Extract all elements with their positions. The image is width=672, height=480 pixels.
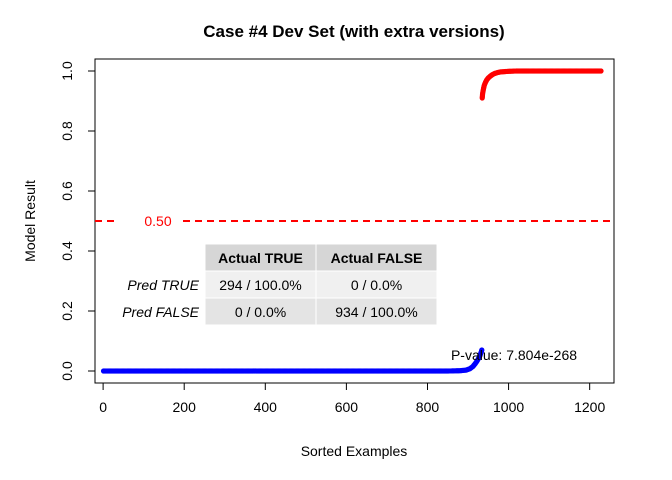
table-cell-value: 0 / 0.0% xyxy=(351,277,402,293)
series-1 xyxy=(479,68,604,101)
series-0 xyxy=(100,347,485,374)
table-row-label: Pred FALSE xyxy=(122,304,199,320)
table-cell-value: 934 / 100.0% xyxy=(335,304,418,320)
table-cell xyxy=(315,297,438,326)
table-cell xyxy=(204,297,317,326)
table-col-header: Actual FALSE xyxy=(331,250,423,266)
x-tick-label: 800 xyxy=(416,399,440,415)
table-cell-value: 294 / 100.0% xyxy=(219,277,302,293)
table-cell-value: 0 / 0.0% xyxy=(235,304,286,320)
x-tick-label: 1000 xyxy=(493,399,524,415)
x-tick-label: 200 xyxy=(173,399,197,415)
y-tick-label: 0.8 xyxy=(59,121,75,141)
x-tick-label: 400 xyxy=(254,399,278,415)
y-tick-label: 1.0 xyxy=(59,61,75,81)
x-axis-label: Sorted Examples xyxy=(301,443,408,459)
data-point xyxy=(598,68,604,74)
y-tick-label: 0.0 xyxy=(59,361,75,381)
table-header-cell xyxy=(315,243,438,272)
x-tick-label: 600 xyxy=(335,399,359,415)
threshold-label: 0.50 xyxy=(144,213,171,229)
table-header-cell xyxy=(204,243,317,272)
y-axis-label: Model Result xyxy=(22,180,38,262)
confusion-table: Actual TRUE Actual FALSE Pred TRUE 294 / 10… xyxy=(122,243,438,326)
scatter-points xyxy=(100,68,604,374)
y-axis: 0.0 0.2 0.4 0.6 0.8 1.0 xyxy=(59,61,95,381)
p-value-annotation: P-value: 7.804e-268 xyxy=(451,347,577,363)
x-tick-label: 0 xyxy=(99,399,107,415)
y-tick-label: 0.4 xyxy=(59,241,75,261)
table-row-label: Pred TRUE xyxy=(127,277,199,293)
threshold-line-group: 0.50 xyxy=(95,213,614,229)
data-point xyxy=(479,347,485,353)
x-tick-label: 1200 xyxy=(574,399,605,415)
chart-title: Case #4 Dev Set (with extra versions) xyxy=(203,22,504,41)
x-axis: 0 200 400 600 800 1000 1200 xyxy=(99,383,605,415)
y-tick-label: 0.6 xyxy=(59,181,75,201)
table-col-header: Actual TRUE xyxy=(218,250,303,266)
table-cell xyxy=(204,270,317,299)
y-tick-label: 0.2 xyxy=(59,301,75,321)
